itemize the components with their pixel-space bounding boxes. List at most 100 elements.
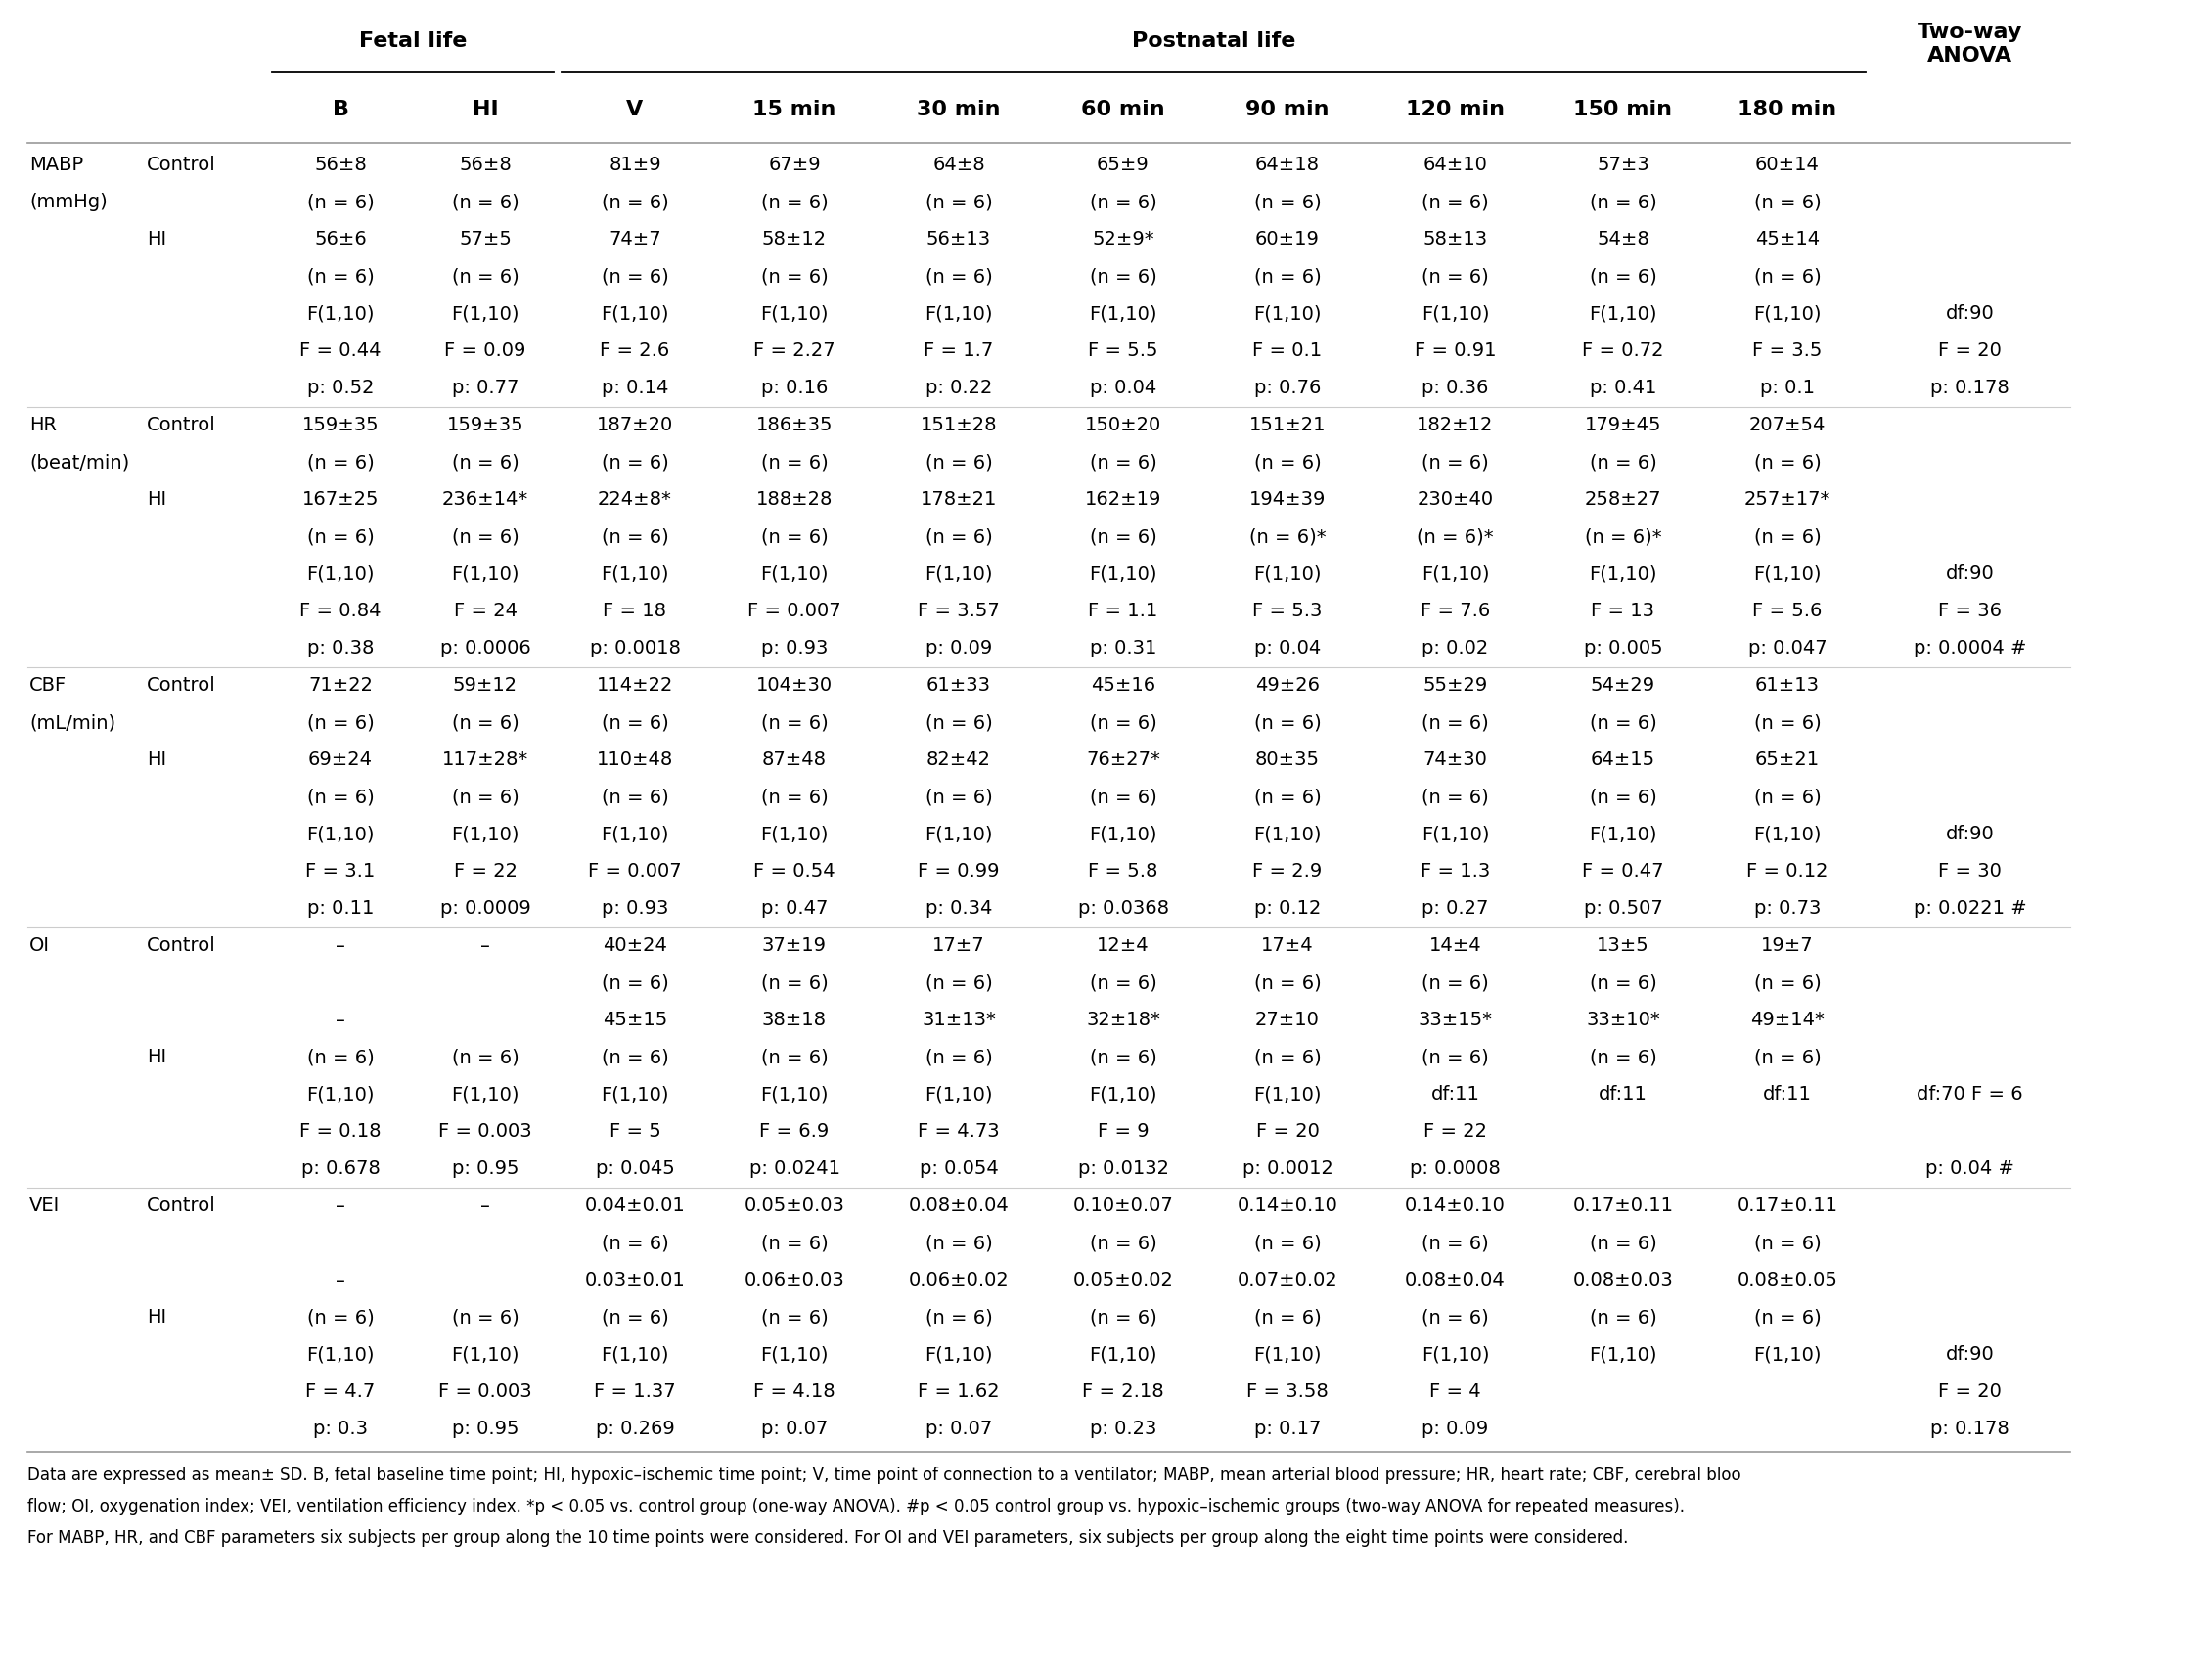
Text: (n = 6): (n = 6) bbox=[761, 713, 827, 731]
Text: 0.03±0.01: 0.03±0.01 bbox=[584, 1271, 686, 1289]
Text: p: 0.269: p: 0.269 bbox=[595, 1420, 675, 1438]
Text: (n = 6)*: (n = 6)* bbox=[1250, 528, 1325, 546]
Text: 224±8*: 224±8* bbox=[597, 491, 672, 509]
Text: 71±22: 71±22 bbox=[307, 676, 374, 695]
Text: F(1,10): F(1,10) bbox=[602, 304, 668, 324]
Text: (n = 6): (n = 6) bbox=[1254, 713, 1321, 731]
Text: (n = 6): (n = 6) bbox=[1590, 194, 1657, 212]
Text: df:90: df:90 bbox=[1947, 564, 1995, 583]
Text: p: 0.12: p: 0.12 bbox=[1254, 900, 1321, 919]
Text: F = 3.57: F = 3.57 bbox=[918, 603, 1000, 621]
Text: 0.04±0.01: 0.04±0.01 bbox=[584, 1197, 686, 1216]
Text: (n = 6): (n = 6) bbox=[307, 267, 374, 286]
Text: (n = 6): (n = 6) bbox=[761, 1049, 827, 1067]
Text: 56±8: 56±8 bbox=[458, 155, 511, 175]
Text: (n = 6): (n = 6) bbox=[925, 713, 993, 731]
Text: 57±5: 57±5 bbox=[458, 230, 511, 249]
Text: (n = 6): (n = 6) bbox=[602, 1049, 668, 1067]
Text: (n = 6): (n = 6) bbox=[307, 528, 374, 546]
Text: F = 0.1: F = 0.1 bbox=[1252, 342, 1323, 361]
Text: F(1,10): F(1,10) bbox=[1088, 1086, 1157, 1104]
Text: F = 1.7: F = 1.7 bbox=[925, 342, 993, 361]
Text: F(1,10): F(1,10) bbox=[1754, 1346, 1820, 1364]
Text: F(1,10): F(1,10) bbox=[602, 825, 668, 843]
Text: F(1,10): F(1,10) bbox=[307, 564, 374, 583]
Text: flow; OI, oxygenation index; VEI, ventilation efficiency index. *p < 0.05 vs. co: flow; OI, oxygenation index; VEI, ventil… bbox=[27, 1498, 1686, 1515]
Text: (n = 6): (n = 6) bbox=[1254, 267, 1321, 286]
Text: F = 1.62: F = 1.62 bbox=[918, 1383, 1000, 1401]
Text: (n = 6): (n = 6) bbox=[602, 528, 668, 546]
Text: p: 0.76: p: 0.76 bbox=[1254, 379, 1321, 397]
Text: F(1,10): F(1,10) bbox=[1254, 825, 1321, 843]
Text: F = 0.44: F = 0.44 bbox=[299, 342, 380, 361]
Text: F(1,10): F(1,10) bbox=[1754, 825, 1820, 843]
Text: Control: Control bbox=[146, 676, 217, 695]
Text: F(1,10): F(1,10) bbox=[1588, 304, 1657, 324]
Text: (n = 6): (n = 6) bbox=[1590, 788, 1657, 807]
Text: 0.06±0.02: 0.06±0.02 bbox=[909, 1271, 1009, 1289]
Text: 17±7: 17±7 bbox=[933, 937, 984, 955]
Text: (n = 6): (n = 6) bbox=[307, 1049, 374, 1067]
Text: (n = 6): (n = 6) bbox=[761, 788, 827, 807]
Text: p: 0.47: p: 0.47 bbox=[761, 900, 827, 919]
Text: (n = 6): (n = 6) bbox=[451, 267, 520, 286]
Text: p: 0.178: p: 0.178 bbox=[1931, 1420, 2008, 1438]
Text: 0.08±0.03: 0.08±0.03 bbox=[1573, 1271, 1672, 1289]
Text: (n = 6): (n = 6) bbox=[1254, 1234, 1321, 1252]
Text: F = 6.9: F = 6.9 bbox=[759, 1122, 830, 1141]
Text: F(1,10): F(1,10) bbox=[1254, 1086, 1321, 1104]
Text: 67±9: 67±9 bbox=[768, 155, 821, 175]
Text: HI: HI bbox=[146, 230, 166, 249]
Text: (n = 6): (n = 6) bbox=[602, 194, 668, 212]
Text: (n = 6): (n = 6) bbox=[451, 194, 520, 212]
Text: F = 4.7: F = 4.7 bbox=[305, 1383, 376, 1401]
Text: p: 0.04: p: 0.04 bbox=[1091, 379, 1157, 397]
Text: (n = 6): (n = 6) bbox=[1091, 713, 1157, 731]
Text: (n = 6): (n = 6) bbox=[761, 1234, 827, 1252]
Text: HI: HI bbox=[146, 491, 166, 509]
Text: F(1,10): F(1,10) bbox=[925, 825, 993, 843]
Text: F(1,10): F(1,10) bbox=[925, 304, 993, 324]
Text: (n = 6): (n = 6) bbox=[1754, 454, 1820, 473]
Text: 33±10*: 33±10* bbox=[1586, 1010, 1659, 1030]
Text: (n = 6): (n = 6) bbox=[1091, 194, 1157, 212]
Text: F(1,10): F(1,10) bbox=[1422, 564, 1489, 583]
Text: 182±12: 182±12 bbox=[1418, 416, 1493, 434]
Text: F = 3.5: F = 3.5 bbox=[1752, 342, 1823, 361]
Text: (n = 6): (n = 6) bbox=[1091, 1049, 1157, 1067]
Text: (n = 6): (n = 6) bbox=[1254, 454, 1321, 473]
Text: F = 4.18: F = 4.18 bbox=[754, 1383, 836, 1401]
Text: VEI: VEI bbox=[29, 1197, 60, 1216]
Text: 45±14: 45±14 bbox=[1754, 230, 1820, 249]
Text: 60 min: 60 min bbox=[1082, 100, 1166, 119]
Text: F = 0.12: F = 0.12 bbox=[1747, 862, 1829, 882]
Text: F = 2.9: F = 2.9 bbox=[1252, 862, 1323, 882]
Text: 159±35: 159±35 bbox=[303, 416, 378, 434]
Text: F = 24: F = 24 bbox=[453, 603, 518, 621]
Text: –: – bbox=[480, 937, 491, 955]
Text: (n = 6): (n = 6) bbox=[451, 454, 520, 473]
Text: F(1,10): F(1,10) bbox=[1088, 825, 1157, 843]
Text: 82±42: 82±42 bbox=[927, 752, 991, 770]
Text: (n = 6): (n = 6) bbox=[1754, 974, 1820, 992]
Text: F(1,10): F(1,10) bbox=[1254, 1346, 1321, 1364]
Text: 207±54: 207±54 bbox=[1750, 416, 1825, 434]
Text: p: 0.507: p: 0.507 bbox=[1584, 900, 1663, 919]
Text: p: 0.04 #: p: 0.04 # bbox=[1924, 1159, 2015, 1179]
Text: F(1,10): F(1,10) bbox=[925, 564, 993, 583]
Text: 61±13: 61±13 bbox=[1754, 676, 1820, 695]
Text: 186±35: 186±35 bbox=[757, 416, 832, 434]
Text: 57±3: 57±3 bbox=[1597, 155, 1650, 175]
Text: For MABP, HR, and CBF parameters six subjects per group along the 10 time points: For MABP, HR, and CBF parameters six sub… bbox=[27, 1530, 1628, 1546]
Text: (n = 6): (n = 6) bbox=[925, 267, 993, 286]
Text: p: 0.0012: p: 0.0012 bbox=[1243, 1159, 1334, 1179]
Text: (n = 6): (n = 6) bbox=[1091, 788, 1157, 807]
Text: CBF: CBF bbox=[29, 676, 66, 695]
Text: (n = 6): (n = 6) bbox=[1254, 974, 1321, 992]
Text: 38±18: 38±18 bbox=[763, 1010, 827, 1030]
Text: 56±6: 56±6 bbox=[314, 230, 367, 249]
Text: F(1,10): F(1,10) bbox=[451, 304, 520, 324]
Text: 27±10: 27±10 bbox=[1254, 1010, 1321, 1030]
Text: 162±19: 162±19 bbox=[1084, 491, 1161, 509]
Text: 19±7: 19±7 bbox=[1761, 937, 1814, 955]
